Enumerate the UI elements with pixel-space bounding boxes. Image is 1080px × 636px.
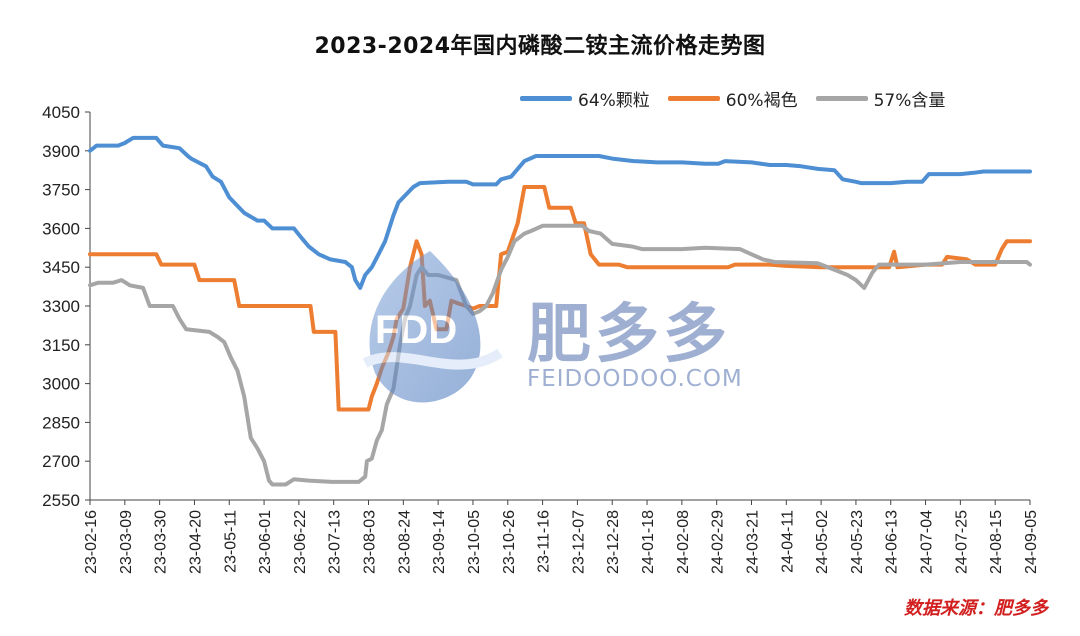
y-tick-label: 2550 [42,491,80,510]
x-tick-label: 23-11-16 [536,510,553,573]
legend-label-64: 64%颗粒 [578,90,650,111]
chart-legend: 64%颗粒 60%褐色 57%含量 [520,86,963,111]
watermark-wave [362,348,503,370]
y-tick-label: 2850 [42,413,80,432]
x-tick-label: 24-04-11 [779,510,796,573]
x-tick-label: 23-10-05 [466,510,483,574]
y-tick-label: 3900 [42,142,80,161]
x-tick-label: 23-10-26 [501,510,518,574]
chart-title: 2023-2024年国内磷酸二铵主流价格走势图 [314,34,766,59]
series-line-0 [88,135,1032,290]
x-tick-label: 24-09-05 [1023,510,1040,574]
x-tick-label: 23-09-14 [431,510,448,574]
legend-item-57: 57%含量 [815,86,946,111]
watermark-url: FEIDOODOO.COM [527,366,743,392]
legend-label-57: 57%含量 [873,90,946,111]
x-tick-label: 24-07-25 [953,510,970,574]
legend-item-60: 60%褐色 [667,86,798,111]
y-tick-label: 3000 [42,375,80,394]
legend-swatch-60 [667,95,720,101]
y-tick-label: 2700 [42,452,80,471]
x-tick-label: 23-06-22 [292,510,309,574]
x-tick-label: 24-03-21 [744,510,761,574]
x-tick-label: 23-05-11 [222,510,239,573]
x-tick-label: 24-07-04 [919,510,936,574]
y-tick-label: 3450 [42,258,80,277]
y-tick-label: 3150 [42,336,80,355]
x-tick-label: 24-02-29 [710,510,727,574]
x-tick-label: 24-05-02 [814,510,831,574]
legend-item-64: 64%颗粒 [520,86,650,111]
x-tick-label: 24-08-15 [988,510,1005,574]
x-tick-label: 23-07-13 [327,510,344,574]
x-tick-label: 23-12-28 [605,510,622,574]
x-tick-label: 24-01-18 [640,510,657,574]
x-tick-label: 23-12-07 [570,510,587,574]
x-tick-label: 24-02-08 [675,510,692,574]
y-tick-label: 4050 [42,103,80,122]
watermark-brand: 肥多多 [527,298,731,372]
x-tick-label: 23-03-30 [153,510,170,574]
x-tick-label: 24-06-13 [884,510,901,574]
watermark-logo: FDD [362,251,503,403]
x-tick-label: 23-08-03 [362,510,379,574]
x-tick-label: 23-04-20 [187,510,204,574]
x-tick-label: 24-05-23 [849,510,866,574]
legend-label-60: 60%褐色 [725,90,798,111]
y-tick-label: 3750 [42,181,80,200]
x-tick-label: 23-03-09 [118,510,135,574]
source-note: 数据来源：肥多多 [904,598,1048,619]
x-tick-label: 23-02-16 [83,510,100,574]
legend-swatch-57 [815,95,868,101]
watermark-logo-text: FDD [375,308,457,352]
x-tick-label: 23-06-01 [257,510,274,574]
legend-swatch-64 [520,95,572,101]
y-tick-label: 3600 [42,219,80,238]
y-tick-label: 3300 [42,297,80,316]
watermark: FDD 肥多多 FEIDOODOO.COM [355,243,775,413]
x-tick-label: 23-08-24 [396,510,413,574]
